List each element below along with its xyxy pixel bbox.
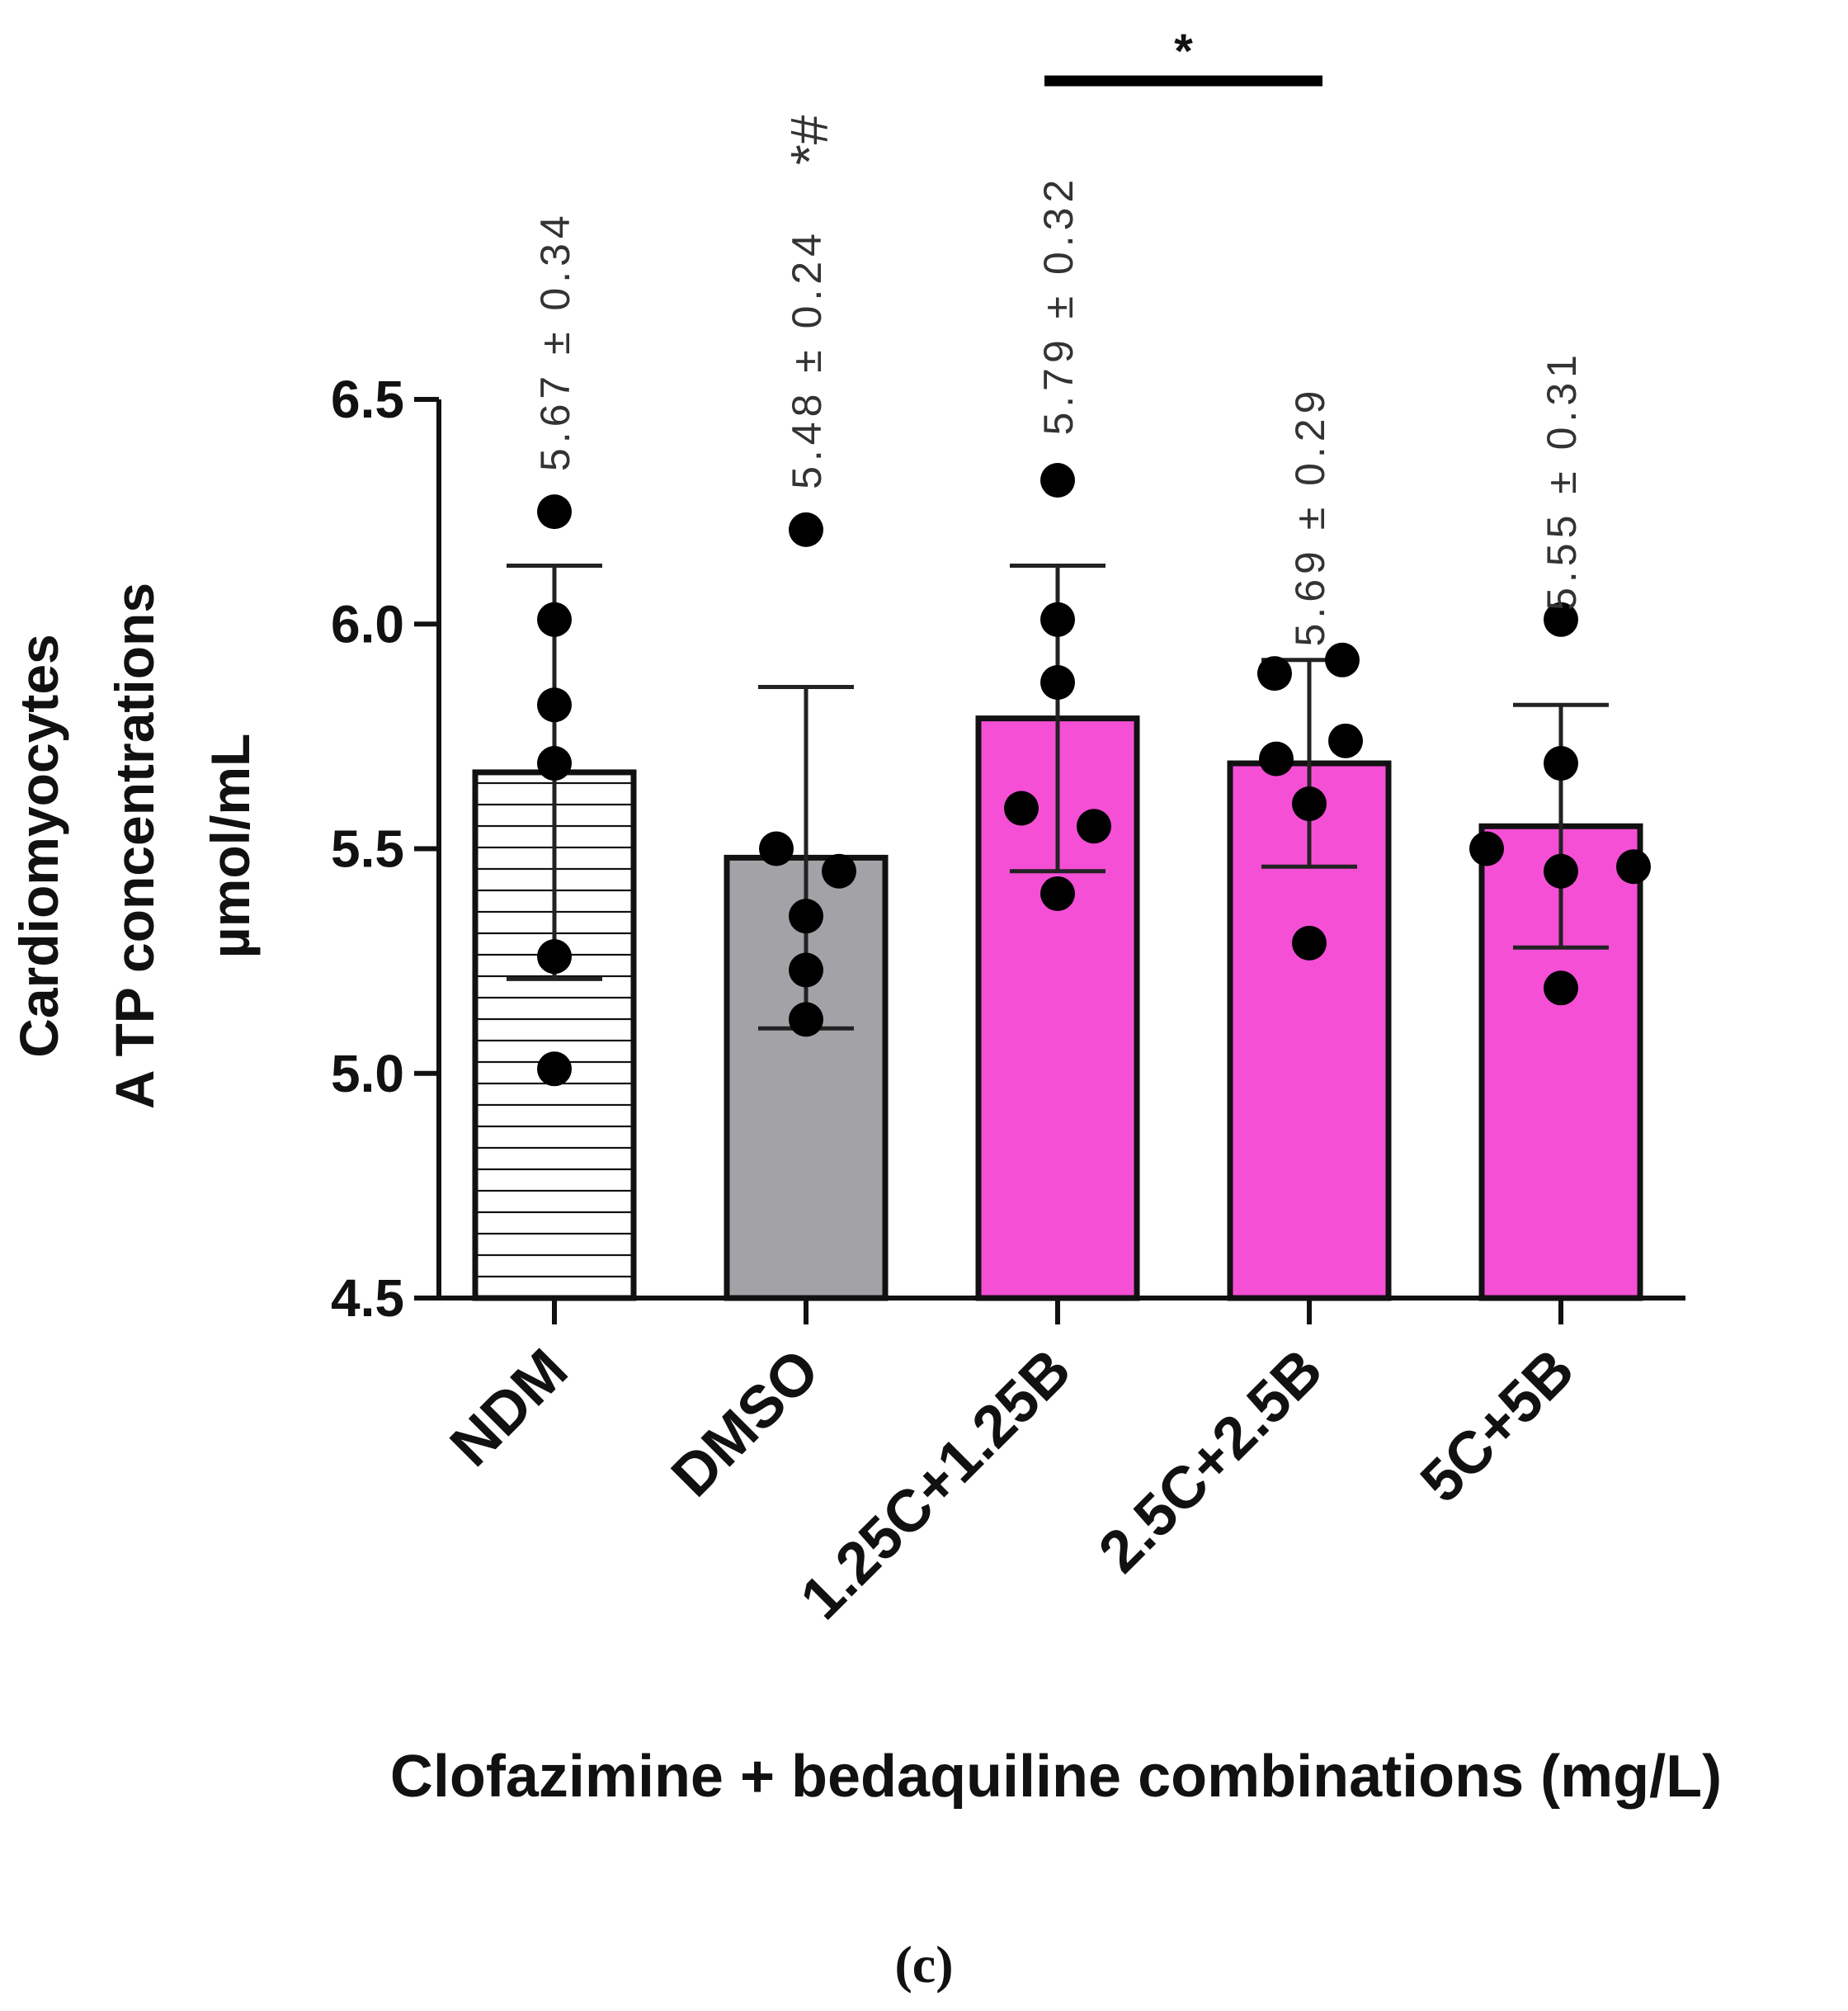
y-tick-label-3: 5.5 — [331, 819, 404, 879]
value-label-4: 5.69 ± 0.29 — [1287, 386, 1333, 647]
bar-4 — [1227, 760, 1392, 1301]
data-point-5-5 — [1616, 849, 1651, 885]
data-point-1-6 — [537, 1051, 572, 1087]
x-axis-title: Clofazimine + bedaquiline combinations (… — [390, 1744, 1722, 1810]
data-point-3-2 — [1040, 602, 1075, 637]
data-point-1-3 — [537, 687, 572, 723]
value-label-5: 5.55 ± 0.31 — [1539, 350, 1585, 611]
value-label-3: 5.79 ± 0.32 — [1035, 175, 1082, 436]
significance-marker-2: *# — [780, 115, 839, 165]
data-points — [537, 463, 1651, 1087]
y-axis-title-line-3: µmol/mL — [200, 734, 261, 959]
data-point-4-2 — [1325, 642, 1360, 677]
data-point-5-4 — [1544, 853, 1578, 889]
data-point-4-1 — [1257, 656, 1292, 692]
y-axis-title: Cardiomyocytes A TP concentrations µmol/mL — [8, 583, 261, 1109]
y-tick-label-4: 6.0 — [331, 594, 404, 654]
data-point-2-5 — [789, 952, 823, 988]
x-category-label-1: NDM — [438, 1337, 581, 1480]
y-tick-label-5: 6.5 — [331, 370, 404, 429]
data-point-3-5 — [1077, 809, 1111, 844]
data-point-4-6 — [1292, 925, 1327, 961]
x-category-label-5: 5C+5B — [1408, 1337, 1586, 1515]
error-bar-5 — [1513, 702, 1609, 950]
y-axis-title-line-1: Cardiomyocytes — [8, 634, 69, 1058]
data-point-2-1 — [789, 512, 823, 547]
data-point-5-1 — [1544, 602, 1578, 637]
value-label-2: 5.48 ± 0.24 — [784, 229, 830, 489]
significance-markers: *# — [780, 115, 839, 165]
data-point-1-5 — [537, 939, 572, 975]
panel-label: (c) — [894, 1935, 953, 1994]
data-point-5-6 — [1544, 970, 1578, 1006]
data-point-2-2 — [759, 831, 794, 866]
significance-bracket-label: * — [1174, 25, 1193, 78]
data-point-2-3 — [822, 853, 856, 889]
data-point-2-4 — [789, 899, 823, 934]
data-point-1-1 — [537, 494, 572, 530]
significance-bracket: * — [1044, 25, 1322, 87]
data-point-5-2 — [1544, 746, 1578, 781]
data-point-1-4 — [537, 746, 572, 781]
data-point-5-3 — [1469, 831, 1504, 866]
y-axis-title-line-2: A TP concentrations — [104, 583, 165, 1109]
y-tick-label-1: 4.5 — [331, 1268, 404, 1328]
data-point-3-6 — [1040, 876, 1075, 911]
data-point-3-4 — [1004, 791, 1039, 826]
y-tick-label-2: 5.0 — [331, 1044, 404, 1103]
data-point-2-6 — [789, 1002, 823, 1037]
x-category-label-4: 2.5C+2.5B — [1087, 1337, 1335, 1585]
value-labels: 5.67 ± 0.34 5.48 ± 0.24 5.79 ± 0.32 5.69 ± … — [532, 175, 1585, 647]
x-category-label-3: 1.25C+1.25B — [788, 1337, 1083, 1632]
data-point-3-1 — [1040, 463, 1075, 498]
data-point-4-3 — [1259, 741, 1294, 777]
y-ticks: 4.5 5.0 5.5 6.0 6.5 — [331, 370, 439, 1328]
data-point-3-3 — [1040, 665, 1075, 701]
data-point-1-2 — [537, 602, 572, 637]
value-label-1: 5.67 ± 0.34 — [532, 210, 578, 471]
data-point-4-5 — [1292, 786, 1327, 822]
data-point-4-4 — [1328, 723, 1363, 758]
x-category-label-2: DMSO — [659, 1337, 832, 1509]
